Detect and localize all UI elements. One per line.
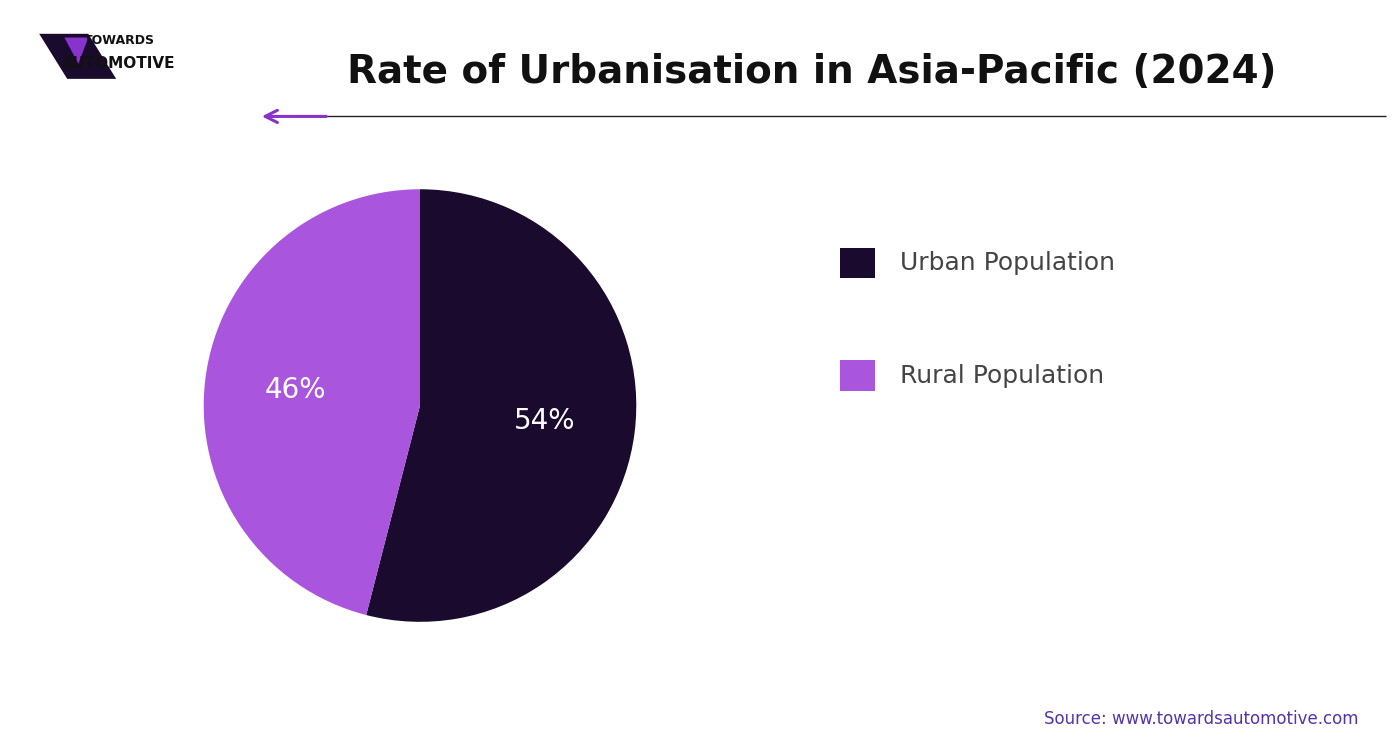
Text: Rural Population: Rural Population: [900, 363, 1105, 388]
Polygon shape: [64, 38, 88, 64]
Text: 46%: 46%: [265, 376, 326, 404]
Text: Urban Population: Urban Population: [900, 251, 1116, 275]
Wedge shape: [367, 189, 636, 622]
Text: Rate of Urbanisation in Asia-Pacific (2024): Rate of Urbanisation in Asia-Pacific (20…: [347, 53, 1277, 91]
Text: 54%: 54%: [514, 407, 575, 436]
Text: TOWARDS: TOWARDS: [84, 34, 154, 47]
Polygon shape: [39, 34, 116, 79]
FancyBboxPatch shape: [840, 360, 875, 391]
Text: Source: www.towardsautomotive.com: Source: www.towardsautomotive.com: [1043, 710, 1358, 728]
Wedge shape: [204, 189, 420, 615]
FancyBboxPatch shape: [840, 248, 875, 278]
Text: AUTOMOTIVE: AUTOMOTIVE: [62, 56, 176, 71]
